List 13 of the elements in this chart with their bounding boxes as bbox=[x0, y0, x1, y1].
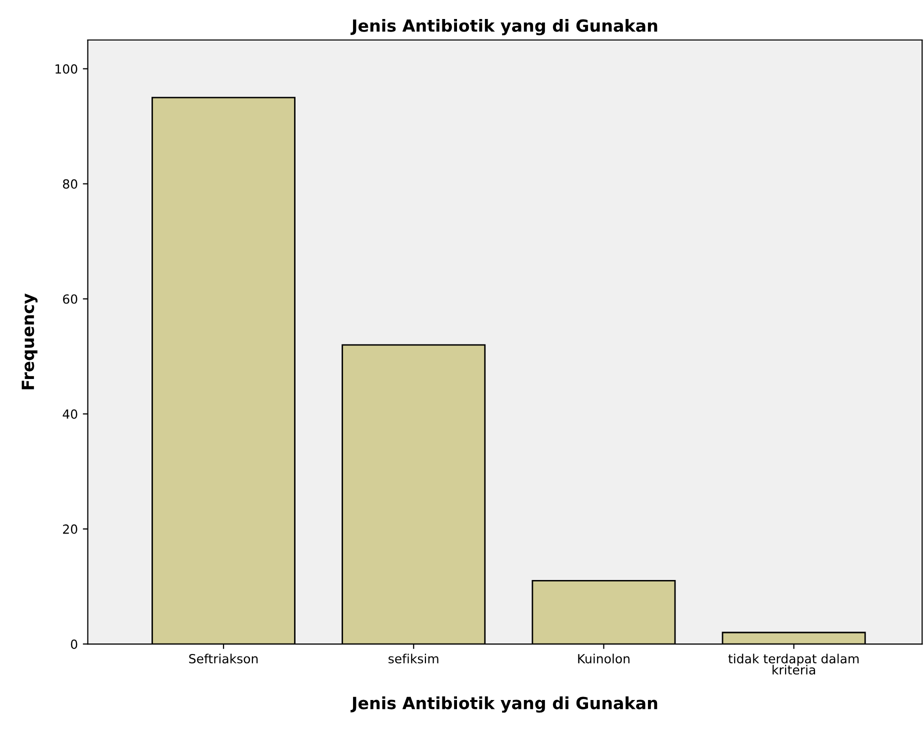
y-tick-label: 100 bbox=[56, 64, 78, 74]
chart-title: Jenis Antibiotik yang di Gunakan bbox=[350, 19, 658, 36]
y-tick-label: 0 bbox=[70, 639, 78, 649]
x-axis-title: Jenis Antibiotik yang di Gunakan bbox=[350, 696, 658, 713]
y-tick-label: 20 bbox=[63, 524, 78, 534]
y-tick-label: 80 bbox=[63, 179, 78, 189]
y-axis-title: Frequency bbox=[22, 294, 38, 390]
x-tick-label: Seftriakson bbox=[189, 654, 258, 664]
x-tick-label: sefiksim bbox=[388, 654, 438, 664]
y-tick-label: 60 bbox=[63, 294, 78, 304]
y-tick-label: 40 bbox=[62, 409, 78, 419]
x-tick-label: Kuinolon bbox=[578, 654, 630, 664]
x-tick-label: tidak terdapat dalam kriteria bbox=[728, 654, 859, 675]
